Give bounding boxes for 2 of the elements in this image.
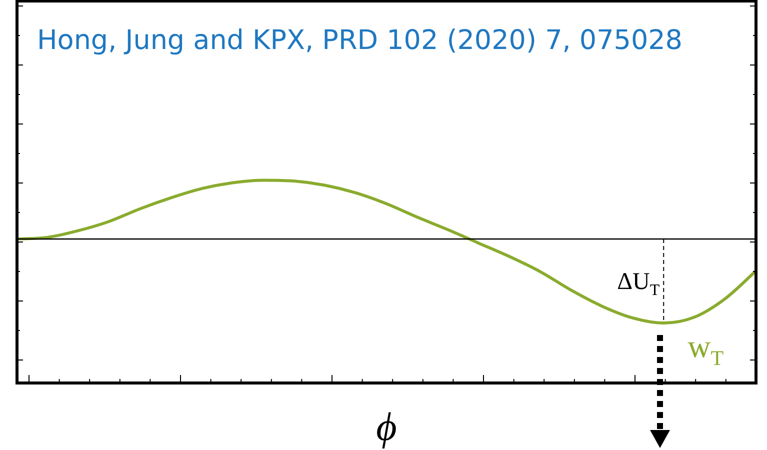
x-axis-title: ϕ [376,404,397,449]
text: Hong, Jung and KPX, PRD 102 (2020) 7, 075028 [37,25,682,56]
